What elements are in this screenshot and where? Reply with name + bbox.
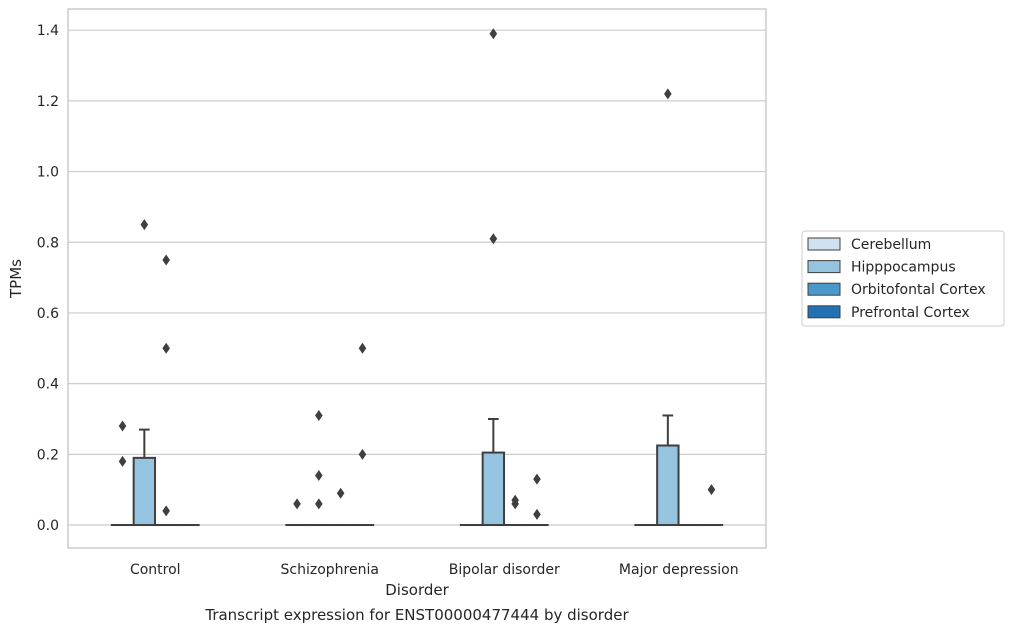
y-axis-label: TPMs — [7, 259, 25, 299]
y-tick-label: 1.4 — [37, 23, 59, 39]
legend-swatch — [807, 282, 841, 296]
legend-swatch — [807, 260, 841, 274]
outlier-point — [358, 342, 367, 354]
box — [481, 451, 506, 527]
legend-frame — [801, 230, 1005, 327]
outlier-point — [162, 342, 170, 354]
y-tick-label: 0.6 — [37, 306, 59, 322]
outlier-point — [140, 219, 149, 231]
outlier-point — [707, 484, 716, 496]
box — [656, 444, 680, 527]
outlier-point — [358, 448, 367, 460]
legend-swatch — [807, 237, 841, 251]
chart-caption: Transcript expression for ENST0000047744… — [205, 606, 629, 624]
x-tick-label: Major depression — [619, 562, 739, 578]
outlier-layer — [118, 28, 716, 520]
legend-label: Hipppocampus — [851, 260, 956, 276]
y-tick-label: 1.0 — [37, 165, 59, 181]
legend-swatch — [807, 305, 841, 319]
legend: Cerebellum Hipppocampus Orbitofontal Corte… — [801, 230, 1005, 327]
outlier-point — [162, 254, 170, 266]
outlier-point — [533, 508, 541, 520]
y-tick-labels: 0.0 0.2 0.4 0.6 0.8 1.0 1.2 1.4 — [37, 23, 59, 534]
outlier-point — [315, 498, 323, 510]
y-tick-label: 0.0 — [37, 518, 59, 534]
outlier-point — [118, 420, 127, 432]
y-tick-label: 0.2 — [37, 447, 59, 463]
box-layer — [110, 414, 724, 527]
outlier-point — [315, 409, 323, 421]
grid-lines — [68, 29, 766, 526]
outlier-point — [293, 498, 301, 510]
outlier-point — [533, 473, 541, 485]
x-axis-label: Disorder — [385, 581, 449, 599]
y-tick-label: 0.8 — [37, 235, 59, 251]
outlier-point — [511, 494, 519, 506]
legend-label: Cerebellum — [851, 237, 931, 253]
plot-frame — [67, 8, 767, 549]
x-tick-label: Control — [130, 562, 181, 578]
outlier-point — [315, 470, 323, 482]
outlier-point — [489, 233, 498, 245]
x-tick-label: Schizophrenia — [281, 562, 379, 578]
outlier-point — [118, 455, 127, 467]
legend-label: Orbitofontal Cortex — [851, 282, 986, 298]
legend-label: Prefrontal Cortex — [851, 305, 970, 321]
outlier-point — [336, 487, 345, 499]
box — [132, 456, 157, 527]
x-tick-label: Bipolar disorder — [449, 562, 560, 578]
x-tick-labels: Control Schizophrenia Bipolar disorder Majo… — [130, 562, 739, 578]
y-tick-label: 1.2 — [37, 94, 59, 110]
outlier-point — [162, 505, 170, 517]
outlier-point — [489, 28, 498, 40]
y-tick-label: 0.4 — [37, 377, 59, 393]
outlier-point — [664, 88, 672, 100]
